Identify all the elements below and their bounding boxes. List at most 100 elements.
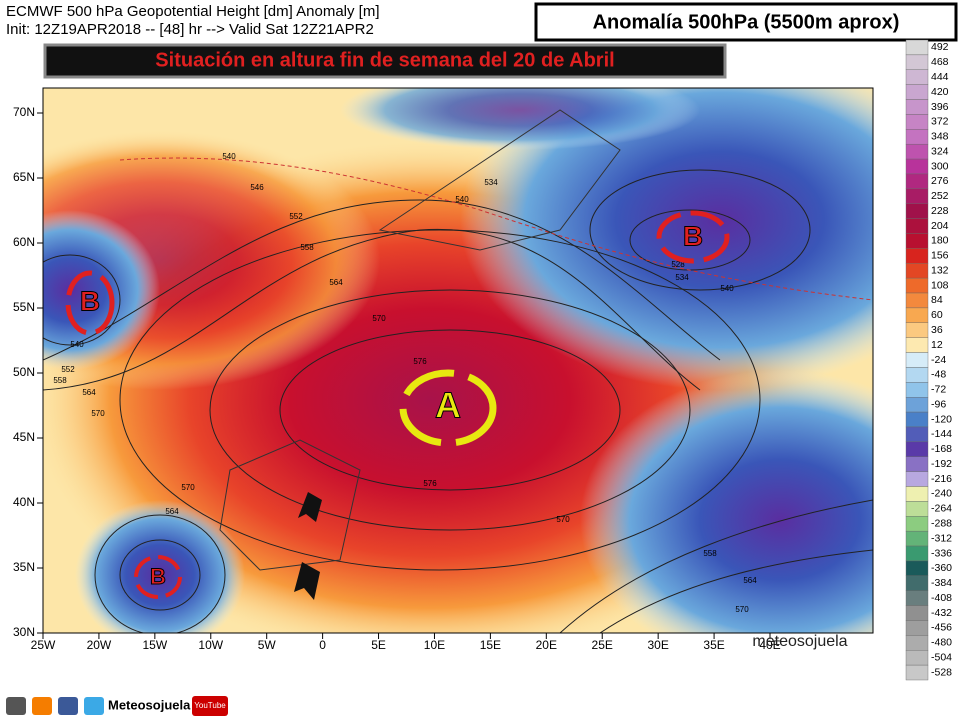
lon-label: 10E <box>424 638 445 652</box>
lat-label: 50N <box>13 365 35 379</box>
colorbar-label: 12 <box>931 339 943 351</box>
coastline <box>219 439 361 571</box>
colorbar-label: 84 <box>931 294 943 306</box>
color-swatch <box>905 471 929 487</box>
lat-label: 40N <box>13 495 35 509</box>
colorbar-label: 468 <box>931 56 949 68</box>
contour-label: 570 <box>91 409 105 418</box>
contour-label: 552 <box>289 212 303 221</box>
lat-label: 30N <box>13 625 35 639</box>
contour-label: 564 <box>329 278 343 287</box>
colorbar-label: -408 <box>931 592 952 604</box>
color-swatch <box>905 411 929 428</box>
colorbar-label: -48 <box>931 369 946 381</box>
color-swatch <box>905 367 929 383</box>
colorbar-label: 372 <box>931 116 949 128</box>
contours <box>43 169 873 633</box>
colorbar-label: -168 <box>931 443 952 455</box>
colorbar-label: -72 <box>931 384 946 396</box>
color-swatch <box>905 441 929 457</box>
lon-label: 0 <box>319 638 326 652</box>
lat-label: 60N <box>13 235 35 249</box>
lon-label: 15E <box>480 638 501 652</box>
color-swatch <box>905 263 929 279</box>
colorbar-label: -528 <box>931 666 952 678</box>
low-label: B <box>80 285 100 316</box>
colorbar-label: 420 <box>931 86 949 98</box>
lon-label: 5W <box>258 638 277 652</box>
contour-label: 540 <box>455 195 469 204</box>
color-swatch <box>905 501 929 517</box>
title-box <box>534 2 958 42</box>
color-swatch <box>905 173 929 190</box>
colorbar-label: 444 <box>931 71 949 83</box>
colorbar-label: 180 <box>931 235 949 247</box>
colorbar-label: 228 <box>931 205 949 217</box>
color-swatch <box>905 54 929 70</box>
icon <box>58 697 78 715</box>
contour-label: 534 <box>484 178 498 187</box>
lon-label: 35E <box>703 638 724 652</box>
color-swatch <box>905 248 929 264</box>
lon-label: 25W <box>31 638 56 652</box>
color-swatch <box>905 292 929 309</box>
colorbar-label: 156 <box>931 250 949 262</box>
high-label: A <box>435 385 461 426</box>
color-swatch <box>905 143 929 160</box>
color-swatch <box>905 188 929 204</box>
contour-label: 576 <box>423 479 437 488</box>
color-swatch <box>905 203 929 219</box>
title: Anomalía 500hPa (5500m aprox) <box>593 11 900 33</box>
colorbar-label: 300 <box>931 160 949 172</box>
colorbar-label: -480 <box>931 637 952 649</box>
colorbar-label: 252 <box>931 190 949 202</box>
color-swatch <box>905 218 929 234</box>
color-swatch <box>905 99 929 115</box>
colorbar-label: 396 <box>931 101 949 113</box>
colorbar-label: 204 <box>931 220 949 232</box>
contour-label: 540 <box>720 284 734 293</box>
map <box>43 88 873 633</box>
color-swatch <box>905 590 929 606</box>
color-swatch <box>905 69 929 85</box>
icon <box>32 697 52 715</box>
lon-label: 25E <box>592 638 613 652</box>
lon-label: 40E <box>759 638 780 652</box>
icon <box>6 697 26 715</box>
lat-label: 45N <box>13 430 35 444</box>
color-swatch <box>905 650 929 666</box>
colorbar-label: 36 <box>931 324 943 336</box>
color-swatch <box>905 158 929 175</box>
contour-label: 552 <box>61 365 75 374</box>
cold-anomaly <box>580 370 873 633</box>
colorbar-label: -264 <box>931 503 952 515</box>
colorbar-label: 492 <box>931 41 949 53</box>
colorbar-label: -312 <box>931 532 952 544</box>
color-swatch <box>905 397 929 413</box>
colorbar-label: -432 <box>931 607 952 619</box>
color-swatch <box>905 233 929 249</box>
color-swatch <box>905 530 929 547</box>
colorbar-label: -456 <box>931 622 952 634</box>
color-swatch <box>905 337 929 353</box>
brand: Meteosojuela <box>108 697 191 712</box>
colorbar-label: -96 <box>931 398 946 410</box>
color-swatch <box>905 516 929 532</box>
lon-label: 10W <box>198 638 223 652</box>
model-line: ECMWF 500 hPa Geopotential Height [dm] A… <box>6 3 380 20</box>
contour-label: 570 <box>556 515 570 524</box>
contour-label: 558 <box>300 243 314 252</box>
colorbar-label: -360 <box>931 562 952 574</box>
arrow <box>294 562 320 600</box>
coastline <box>378 109 621 251</box>
color-swatch <box>905 307 929 323</box>
watermark: meteosojuela <box>752 633 847 650</box>
low-symbols: B B B <box>65 210 730 599</box>
color-swatch <box>905 635 929 651</box>
colorbar-label: -216 <box>931 473 952 485</box>
colorbar-label: -120 <box>931 413 952 425</box>
high-symbol: A <box>399 369 497 447</box>
colorbar-label: -144 <box>931 428 952 440</box>
colorbar-label: -384 <box>931 577 952 589</box>
